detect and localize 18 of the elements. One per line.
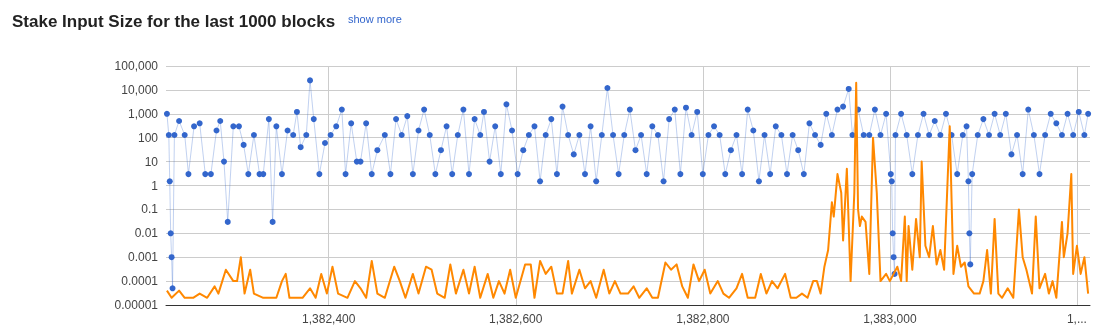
x-tick-label: 1,...: [1066, 312, 1087, 326]
y-tick-label: 0.1: [141, 202, 159, 217]
x-tick-label: 1,382,600: [489, 312, 543, 326]
x-tick-label: 1,382,800: [676, 312, 730, 326]
y-tick-label: 100: [137, 130, 159, 145]
text: show more: [348, 12, 402, 25]
y-tick-label: 0.001: [127, 250, 159, 265]
y-tick-label: 1,000: [127, 106, 159, 121]
y-tick-label: 0.01: [134, 226, 159, 241]
x-tick-label: 1,382,400: [302, 312, 356, 326]
y-tick-label: 100,000: [114, 59, 159, 73]
y-tick-label: 1: [151, 178, 159, 193]
chart-title: Stake Input Size for the last 1000 blocks: [12, 12, 336, 31]
x-tick-label: 1,383,000: [863, 312, 917, 326]
y-tick-label: 0.00001: [114, 298, 159, 312]
y-tick-label: 10,000: [121, 82, 159, 97]
y-tick-label: 10: [144, 154, 159, 169]
y-tick-label: 0.0001: [121, 274, 159, 289]
